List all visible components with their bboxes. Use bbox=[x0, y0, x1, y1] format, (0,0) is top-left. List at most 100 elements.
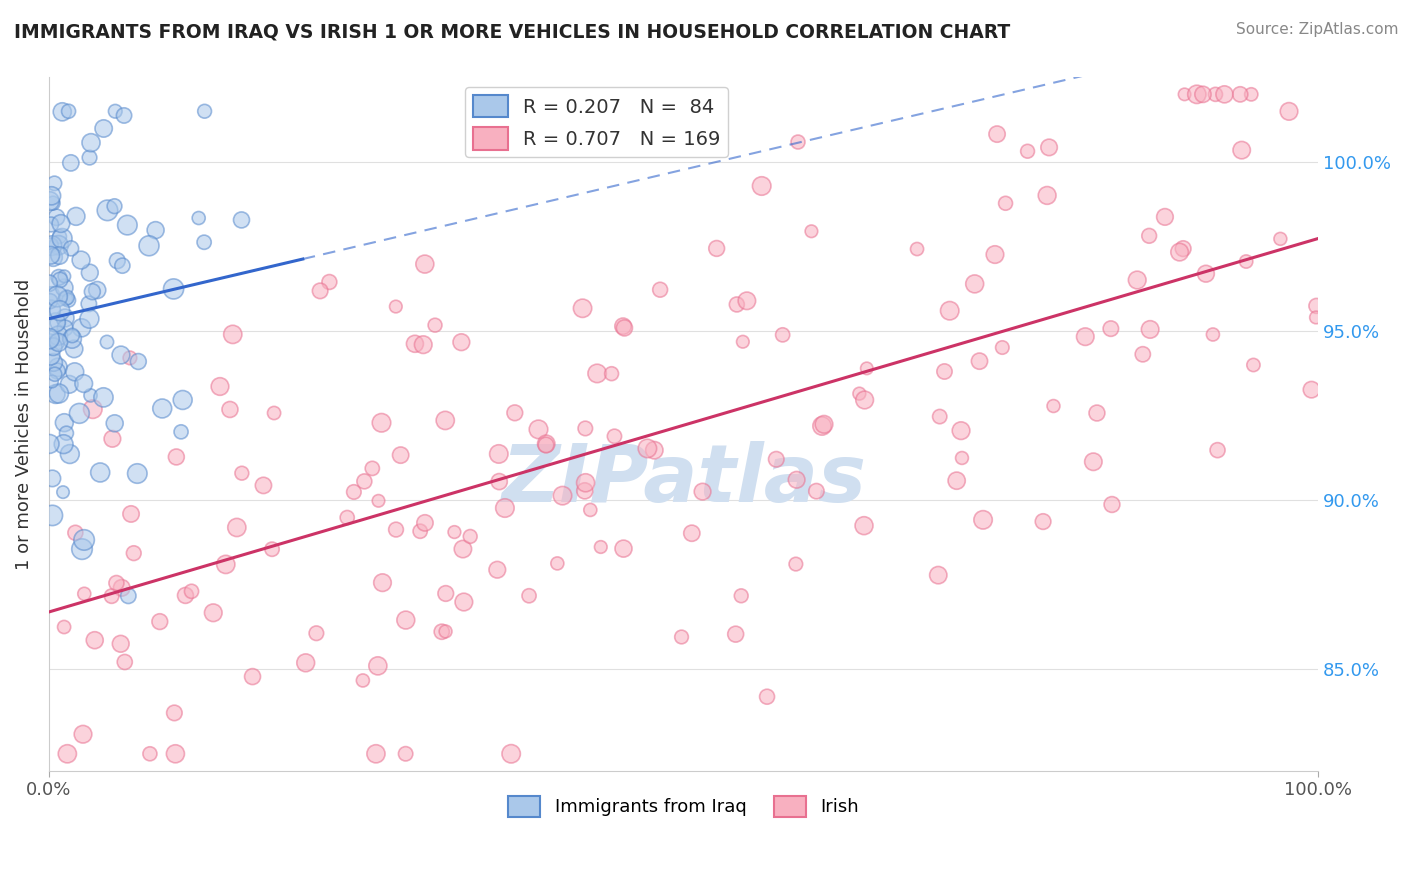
Point bbox=[586, 367, 609, 381]
Point bbox=[724, 627, 747, 641]
Point bbox=[56, 291, 79, 305]
Point bbox=[51, 231, 73, 245]
Point bbox=[1213, 87, 1236, 102]
Point bbox=[806, 484, 828, 499]
Point bbox=[193, 235, 215, 250]
Point bbox=[681, 526, 703, 541]
Point bbox=[96, 203, 118, 218]
Point bbox=[1204, 87, 1226, 102]
Point bbox=[305, 626, 328, 640]
Point bbox=[82, 402, 104, 417]
Point bbox=[571, 301, 593, 316]
Point bbox=[104, 417, 127, 431]
Point bbox=[41, 287, 63, 301]
Point bbox=[111, 259, 134, 273]
Point bbox=[488, 475, 510, 489]
Point bbox=[453, 595, 475, 609]
Point bbox=[1234, 254, 1257, 268]
Point bbox=[49, 217, 72, 231]
Point bbox=[706, 242, 728, 256]
Point bbox=[969, 354, 991, 368]
Point bbox=[231, 213, 253, 227]
Point bbox=[79, 266, 101, 280]
Point bbox=[371, 575, 394, 590]
Point bbox=[39, 294, 62, 309]
Point bbox=[811, 419, 834, 434]
Point bbox=[150, 401, 173, 416]
Point bbox=[385, 523, 408, 537]
Point bbox=[430, 624, 453, 639]
Point bbox=[450, 335, 472, 350]
Point bbox=[950, 424, 973, 438]
Point bbox=[389, 448, 412, 462]
Point bbox=[242, 670, 264, 684]
Point bbox=[1137, 228, 1160, 243]
Point bbox=[853, 392, 876, 407]
Text: ZIPatlas: ZIPatlas bbox=[501, 441, 866, 518]
Point bbox=[991, 341, 1014, 355]
Point bbox=[77, 297, 100, 311]
Point bbox=[231, 466, 253, 480]
Point bbox=[364, 747, 387, 761]
Point bbox=[105, 576, 128, 591]
Point bbox=[927, 568, 949, 582]
Point bbox=[1083, 455, 1105, 469]
Point bbox=[600, 367, 623, 381]
Point bbox=[434, 586, 457, 600]
Point bbox=[215, 558, 238, 572]
Point bbox=[1229, 87, 1251, 102]
Point bbox=[79, 388, 101, 402]
Point bbox=[613, 321, 636, 335]
Point bbox=[38, 194, 60, 208]
Point bbox=[527, 422, 550, 436]
Point bbox=[42, 340, 65, 354]
Point bbox=[848, 386, 870, 401]
Point bbox=[534, 438, 557, 452]
Point bbox=[443, 524, 465, 539]
Point bbox=[1240, 87, 1263, 102]
Point bbox=[413, 516, 436, 530]
Point bbox=[110, 348, 132, 362]
Point bbox=[48, 238, 70, 252]
Point bbox=[45, 334, 67, 349]
Point bbox=[39, 248, 62, 262]
Point bbox=[42, 250, 65, 264]
Point bbox=[93, 391, 115, 405]
Point bbox=[800, 224, 823, 238]
Point bbox=[52, 485, 75, 500]
Text: IMMIGRANTS FROM IRAQ VS IRISH 1 OR MORE VEHICLES IN HOUSEHOLD CORRELATION CHART: IMMIGRANTS FROM IRAQ VS IRISH 1 OR MORE … bbox=[14, 22, 1011, 41]
Point bbox=[48, 248, 70, 262]
Point bbox=[63, 365, 86, 379]
Point bbox=[494, 501, 516, 516]
Point bbox=[127, 354, 149, 368]
Point bbox=[42, 196, 65, 211]
Point bbox=[853, 518, 876, 533]
Point bbox=[65, 525, 87, 540]
Point bbox=[222, 327, 245, 342]
Point bbox=[972, 513, 994, 527]
Point bbox=[1270, 232, 1292, 246]
Point bbox=[1192, 87, 1215, 102]
Point bbox=[353, 475, 375, 489]
Point bbox=[636, 442, 658, 456]
Point bbox=[1206, 443, 1229, 458]
Point bbox=[434, 413, 457, 427]
Point bbox=[39, 218, 62, 232]
Point bbox=[114, 655, 136, 669]
Point bbox=[101, 432, 124, 446]
Point bbox=[928, 409, 950, 424]
Point bbox=[385, 300, 408, 314]
Point bbox=[488, 447, 510, 461]
Point bbox=[612, 541, 634, 556]
Point bbox=[67, 406, 90, 420]
Point bbox=[56, 747, 79, 761]
Point bbox=[786, 473, 808, 487]
Point bbox=[127, 467, 149, 481]
Point bbox=[42, 355, 65, 369]
Point bbox=[574, 483, 596, 498]
Point bbox=[1154, 210, 1177, 224]
Point bbox=[187, 211, 209, 225]
Point bbox=[180, 584, 202, 599]
Point bbox=[73, 587, 96, 601]
Point bbox=[589, 540, 612, 554]
